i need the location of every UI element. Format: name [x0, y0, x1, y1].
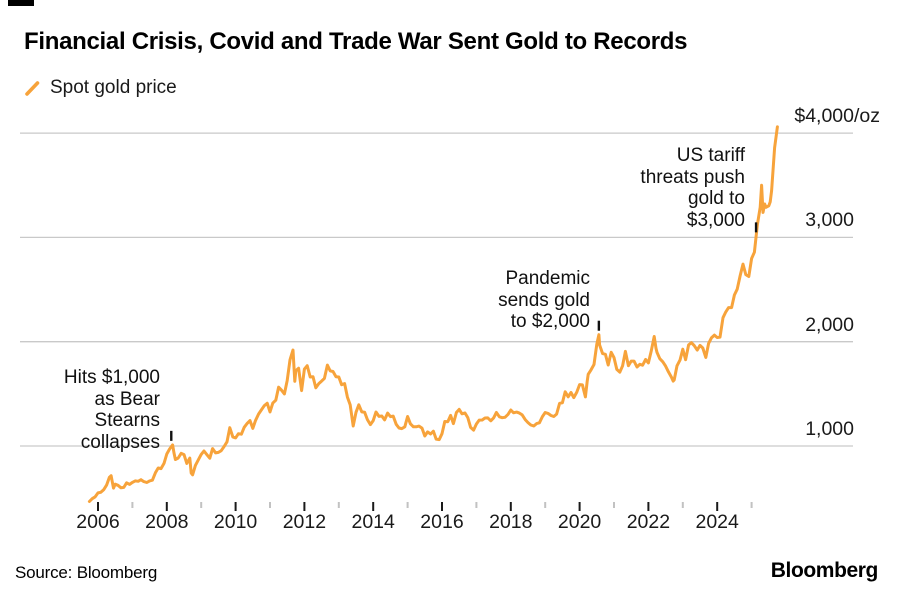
x-axis-label-2022: 2022 — [626, 511, 671, 533]
bloomberg-logo: Bloomberg — [770, 559, 879, 582]
y-axis-label-3000: 3,000 — [805, 209, 854, 232]
x-axis-label-2020: 2020 — [557, 511, 602, 533]
annotation-pandemic: Pandemic sends gold to $2,000 — [498, 268, 590, 332]
legend-label: Spot gold price — [50, 77, 177, 98]
chart-title: Financial Crisis, Covid and Trade War Se… — [24, 28, 688, 55]
x-axis-label-2016: 2016 — [420, 511, 464, 533]
line-series-swatch-icon — [25, 80, 40, 96]
x-axis-label-2006: 2006 — [76, 511, 120, 533]
chart-legend: Spot gold price — [24, 77, 177, 99]
x-axis-label-2012: 2012 — [282, 511, 327, 533]
x-axis-label-2024: 2024 — [695, 511, 739, 533]
y-axis-label-4000: $4,000/oz — [794, 105, 880, 128]
y-axis-label-2000: 2,000 — [805, 313, 854, 336]
x-axis-label-2010: 2010 — [213, 511, 258, 533]
source-credit: Source: Bloomberg — [15, 563, 158, 582]
series-spot-gold-price — [87, 125, 779, 503]
annotation-us-tariff: US tariff threats push gold to $3,000 — [640, 145, 745, 231]
bloomberg-flag-decoration — [8, 0, 34, 6]
y-axis-label-1000: 1,000 — [805, 418, 854, 440]
x-axis-label-2008: 2008 — [145, 511, 189, 533]
x-axis-label-2014: 2014 — [351, 511, 395, 533]
x-axis-label-2018: 2018 — [489, 511, 533, 533]
annotation-bear-stearns: Hits $1,000 as Bear Stearns collapses — [63, 367, 160, 453]
